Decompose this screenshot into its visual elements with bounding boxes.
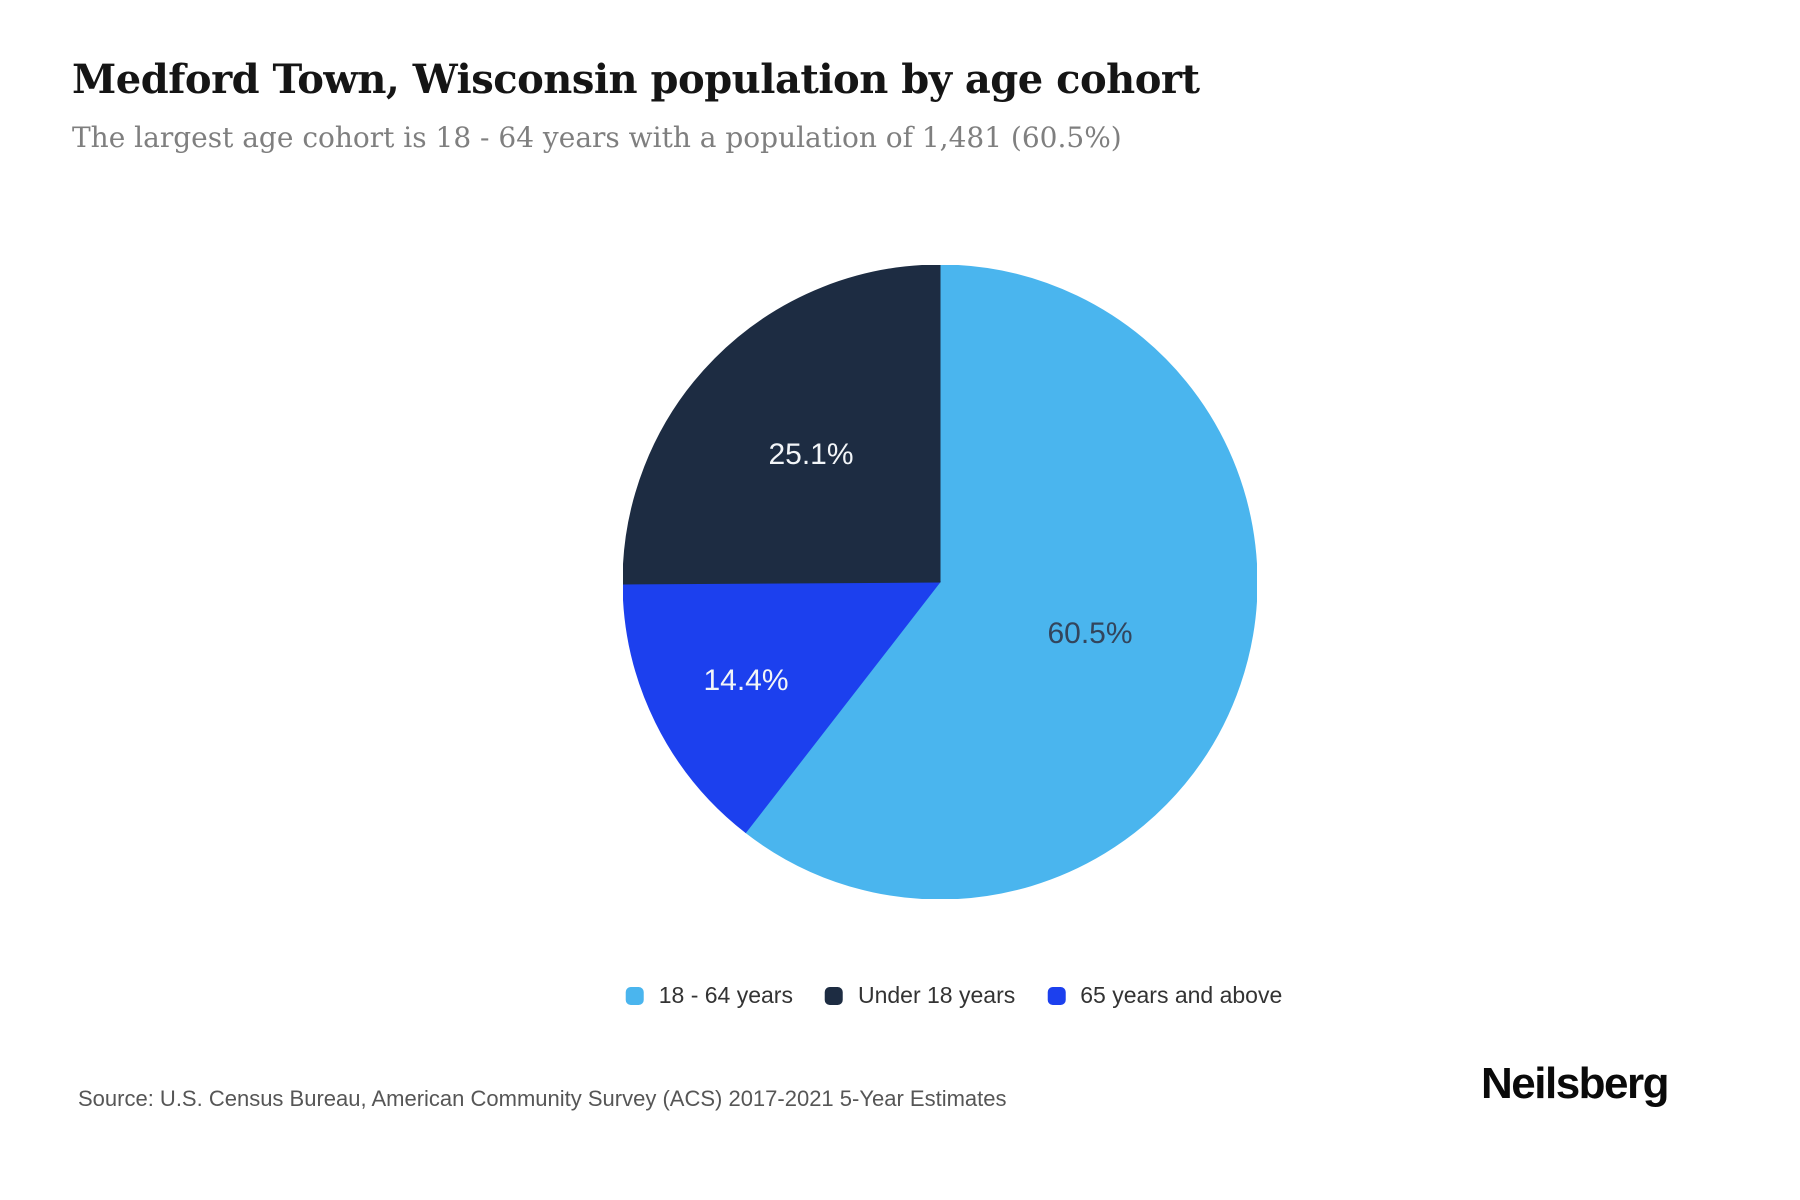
chart-legend: 18 - 64 years Under 18 years 65 years and … (625, 982, 1282, 1009)
legend-label: Under 18 years (857, 982, 1016, 1008)
brand-logo: Neilsberg (1481, 1059, 1670, 1108)
legend-label: 65 years and above (1080, 982, 1283, 1008)
legend-item-65-years-and-above[interactable]: 65 years and above (1047, 982, 1282, 1009)
legend-swatch-icon (1047, 986, 1066, 1005)
pie-chart: 60.5% 14.4% 25.1% (623, 265, 1257, 899)
pie-slice-18-64-years[interactable] (745, 265, 1257, 899)
pie-slice-65-years-and-above[interactable] (623, 581, 942, 834)
page-subtitle: The largest age cohort is 18 - 64 years … (72, 121, 1122, 154)
legend-swatch-icon (625, 986, 644, 1005)
legend-item-under-18-years[interactable]: Under 18 years (824, 982, 1016, 1009)
pie-slice-under-18-years[interactable] (623, 265, 941, 585)
pie-svg (623, 265, 1257, 899)
legend-item-18-64-years[interactable]: 18 - 64 years (625, 982, 793, 1009)
source-note: Source: U.S. Census Bureau, American Com… (78, 1086, 1007, 1111)
legend-swatch-icon (824, 986, 843, 1005)
legend-label: 18 - 64 years (658, 982, 793, 1008)
page-title: Medford Town, Wisconsin population by ag… (72, 56, 1200, 103)
